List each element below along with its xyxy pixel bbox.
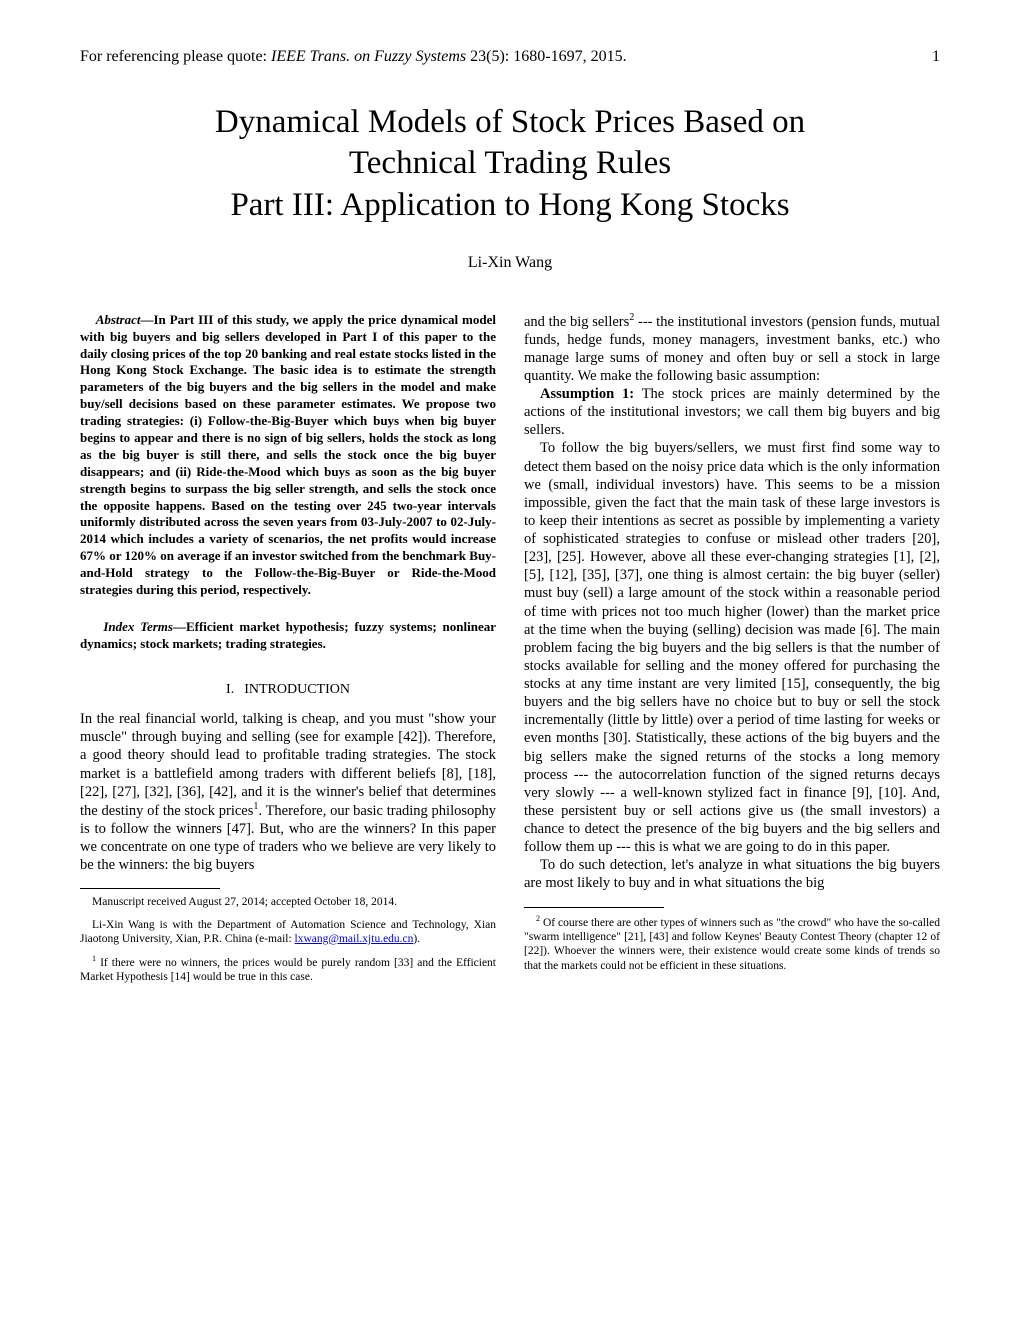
title-line-2: Technical Trading Rules <box>80 143 940 184</box>
affiliation-pre: Li-Xin Wang is with the Department of Au… <box>80 919 496 945</box>
footnote-2-text: Of course there are other types of winne… <box>524 916 940 971</box>
ref-suffix: 23(5): 1680-1697, 2015. <box>466 48 626 65</box>
paper-title: Dynamical Models of Stock Prices Based o… <box>80 102 940 226</box>
title-line-1: Dynamical Models of Stock Prices Based o… <box>80 102 940 143</box>
footnote-separator <box>80 888 220 889</box>
section-heading-1: I. INTRODUCTION <box>80 681 496 699</box>
index-terms-label: Index Terms <box>103 619 173 634</box>
col2-paragraph-3: To follow the big buyers/sellers, we mus… <box>524 439 940 856</box>
header-reference: For referencing please quote: IEEE Trans… <box>80 48 627 66</box>
assumption-label: Assumption 1: <box>540 386 634 402</box>
author-email-link[interactable]: lxwang@mail.xjtu.edu.cn <box>295 933 414 945</box>
footnote-affiliation: Li-Xin Wang is with the Department of Au… <box>80 918 496 947</box>
footnote-1-text: If there were no winners, the prices wou… <box>80 957 496 983</box>
author-name: Li-Xin Wang <box>80 254 940 272</box>
index-terms: Index Terms—Efficient market hypothesis;… <box>80 619 496 653</box>
col2-paragraph-4: To do such detection, let's analyze in w… <box>524 856 940 892</box>
abstract-text: In Part III of this study, we apply the … <box>80 312 496 597</box>
abstract: Abstract—In Part III of this study, we a… <box>80 312 496 599</box>
two-column-body: Abstract—In Part III of this study, we a… <box>80 312 940 991</box>
section-number: I. <box>226 682 234 697</box>
col2-paragraph-1: and the big sellers2 --- the institution… <box>524 312 940 385</box>
assumption-paragraph: Assumption 1: The stock prices are mainl… <box>524 385 940 439</box>
right-column: and the big sellers2 --- the institution… <box>524 312 940 991</box>
footnote-2: 2 Of course there are other types of win… <box>524 914 940 973</box>
col2-p1-pre: and the big sellers <box>524 314 629 330</box>
running-header: For referencing please quote: IEEE Trans… <box>80 48 940 66</box>
abstract-label: Abstract <box>96 312 141 327</box>
intro-paragraph: In the real financial world, talking is … <box>80 710 496 874</box>
journal-name: IEEE Trans. on Fuzzy Systems <box>271 48 466 65</box>
index-terms-dash: — <box>173 619 186 634</box>
left-column: Abstract—In Part III of this study, we a… <box>80 312 496 991</box>
title-line-3: Part III: Application to Hong Kong Stock… <box>80 185 940 226</box>
affiliation-post: ). <box>413 933 420 945</box>
footnote-1: 1 If there were no winners, the prices w… <box>80 954 496 985</box>
page-number: 1 <box>932 48 940 66</box>
section-title: INTRODUCTION <box>244 682 350 697</box>
footnote-separator-right <box>524 907 664 908</box>
ref-prefix: For referencing please quote: <box>80 48 271 65</box>
footnote-manuscript: Manuscript received August 27, 2014; acc… <box>80 895 496 909</box>
abstract-dash: — <box>140 312 153 327</box>
